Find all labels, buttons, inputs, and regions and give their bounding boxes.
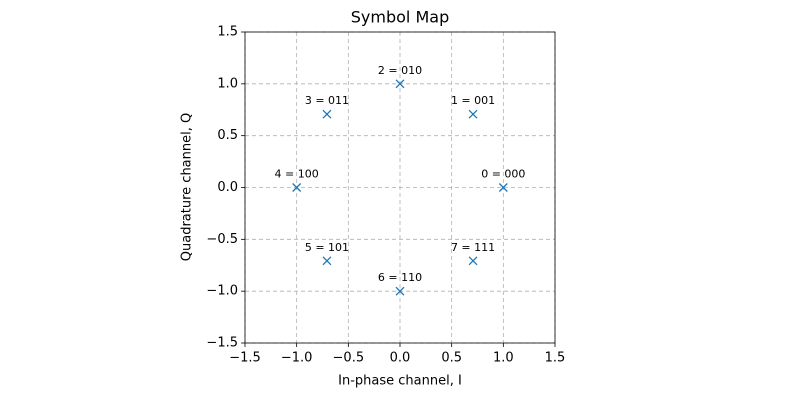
x-tick-label: −1.0 [281,351,313,366]
y-tick-label: −0.5 [206,232,238,247]
plot-frame [244,31,556,344]
y-axis-label: Quadrature channel, Q [180,113,195,261]
point-label: 3 = 011 [305,94,349,107]
y-tick-label: 1.0 [217,76,238,91]
x-tick-label: 0.5 [441,351,462,366]
point [395,79,405,89]
point [468,256,478,266]
y-tick-label: −1.5 [206,336,238,351]
point-label: 6 = 110 [378,271,422,284]
point-label: 0 = 000 [481,168,525,181]
x-tick-label: 0.0 [390,351,411,366]
point [498,183,508,192]
y-tick-label: −1.0 [206,284,238,299]
y-tick-label: 0.0 [217,180,238,195]
point [322,109,332,119]
point [292,183,302,192]
point [395,286,405,296]
x-tick-label: 1.0 [493,351,514,366]
point [322,256,332,266]
point-label: 5 = 101 [305,241,349,254]
point-label: 1 = 001 [451,94,495,107]
y-tick-label: 1.5 [217,25,238,40]
point-label: 4 = 100 [275,168,319,181]
point [468,109,478,119]
point-label: 2 = 010 [378,64,422,77]
x-axis-label: In-phase channel, I [338,374,462,389]
y-tick-label: 0.5 [217,128,238,143]
chart-title: Symbol Map [351,8,449,27]
x-tick-label: −1.5 [229,351,261,366]
x-tick-label: −0.5 [333,351,365,366]
x-tick-label: 1.5 [545,351,566,366]
point-label: 7 = 111 [451,241,495,254]
